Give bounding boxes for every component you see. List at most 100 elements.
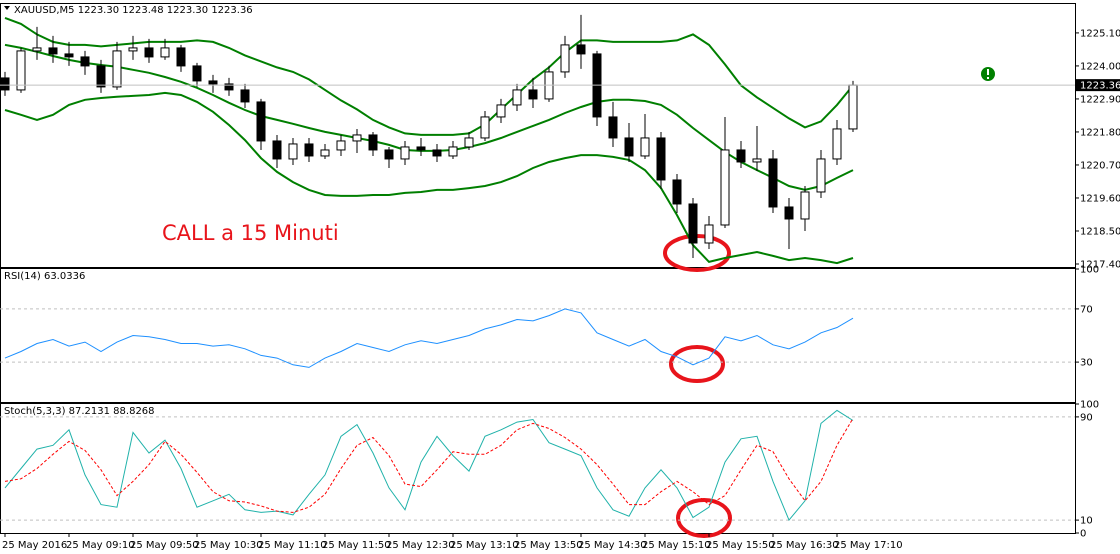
- x-tick-label: 25 May 15:50: [706, 540, 775, 551]
- y-tick-label: 30: [1080, 358, 1093, 369]
- panel-title: XAUUSD,M5 1223.30 1223.48 1223.30 1223.3…: [14, 5, 253, 16]
- band-lower: [4, 91, 854, 265]
- candle-body: [720, 149, 730, 226]
- signal-line: [4, 418, 854, 513]
- y-tick-label: 0: [1080, 529, 1086, 540]
- candle-body: [336, 140, 346, 151]
- candle-body: [704, 224, 714, 244]
- candle-body: [272, 140, 282, 160]
- candle-body: [672, 179, 682, 205]
- candle-body: [816, 158, 826, 193]
- y-tick-label: 100: [1080, 265, 1099, 276]
- band-upper: [4, 16, 854, 136]
- candle-body: [144, 47, 154, 58]
- signal-icon: [981, 67, 995, 81]
- candle-body: [752, 158, 762, 163]
- candle-body: [112, 50, 122, 88]
- x-tick-label: 25 May 09:10: [66, 540, 135, 551]
- candle-body: [464, 137, 474, 148]
- y-tick-label: 1219.60: [1080, 193, 1120, 204]
- rsi-line: [4, 308, 854, 368]
- y-tick-label: 90: [1080, 412, 1093, 423]
- candle-body: [640, 137, 650, 157]
- icon-bar: [987, 69, 989, 75]
- candle-body: [768, 158, 778, 208]
- x-tick-label: 25 May 10:30: [194, 540, 263, 551]
- candle-body: [832, 128, 842, 160]
- candle-body: [560, 44, 570, 73]
- x-tick-label: 25 May 09:50: [130, 540, 199, 551]
- candle-body: [688, 203, 698, 244]
- candle-body: [208, 80, 218, 85]
- candle-body: [16, 50, 26, 91]
- x-tick-label: 25 May 2016: [2, 540, 67, 551]
- candle-body: [128, 47, 138, 52]
- y-tick-label: 1220.70: [1080, 160, 1120, 171]
- collapse-icon: [4, 6, 10, 10]
- y-tick-label: 1222.90: [1080, 94, 1120, 105]
- x-tick-label: 25 May 12:30: [386, 540, 455, 551]
- candle-body: [240, 89, 250, 103]
- highlight-ellipse: [669, 345, 725, 383]
- candle-body: [32, 47, 42, 52]
- panel-title: Stoch(5,3,3) 87.2131 88.8268: [4, 406, 155, 417]
- y-tick-label: 70: [1080, 304, 1093, 315]
- highlight-ellipse: [676, 498, 732, 538]
- candle-body: [848, 84, 858, 130]
- candle-body: [368, 134, 378, 151]
- y-tick-label: 1224.00: [1080, 61, 1120, 72]
- candle-body: [480, 116, 490, 139]
- icon-dot: [987, 77, 989, 79]
- candle-body: [160, 47, 170, 58]
- band-middle: [4, 43, 854, 191]
- current-price-box: [1076, 79, 1120, 92]
- candle-body: [784, 206, 794, 220]
- x-tick-label: 25 May 14:30: [578, 540, 647, 551]
- candle-body: [528, 89, 538, 100]
- candle-body: [800, 191, 810, 220]
- panel-title: RSI(14) 63.0336: [4, 271, 85, 282]
- candle-body: [432, 149, 442, 157]
- candle-body: [256, 101, 266, 142]
- annotation: CALL a 15 Minuti: [162, 221, 339, 245]
- stoch-panel-frame: [0, 403, 1076, 534]
- price-panel-frame: [0, 3, 1076, 268]
- candle-body: [80, 56, 90, 67]
- y-tick-label: 1221.80: [1080, 127, 1120, 138]
- y-tick-label: 100: [1080, 400, 1099, 411]
- current-price-label: 1223.36: [1080, 81, 1120, 92]
- y-tick-label: 1218.50: [1080, 226, 1120, 237]
- x-tick-label: 25 May 15:10: [642, 540, 711, 551]
- candle-body: [96, 65, 106, 88]
- x-tick-label: 25 May 17:10: [834, 540, 903, 551]
- y-tick-label: 10: [1080, 516, 1093, 527]
- candle-body: [384, 149, 394, 160]
- candle-body: [288, 143, 298, 160]
- candle-body: [624, 137, 634, 157]
- y-tick-label: 1217.40: [1080, 259, 1120, 270]
- candle-body: [400, 146, 410, 160]
- candle-body: [48, 47, 58, 55]
- candle-body: [304, 143, 314, 157]
- x-tick-label: 25 May 11:10: [258, 540, 327, 551]
- candle-body: [576, 44, 586, 55]
- candle-body: [176, 47, 186, 67]
- candle-body: [608, 116, 618, 139]
- candle-body: [496, 104, 506, 118]
- x-tick-label: 25 May 13:50: [514, 540, 583, 551]
- candle-body: [512, 89, 522, 106]
- x-tick-label: 25 May 13:10: [450, 540, 519, 551]
- y-tick-label: 1225.10: [1080, 28, 1120, 39]
- rsi-panel-frame: [0, 268, 1076, 403]
- candle-body: [448, 146, 458, 157]
- candle-body: [192, 65, 202, 82]
- candle-body: [224, 83, 234, 91]
- x-tick-label: 25 May 11:50: [322, 540, 391, 551]
- candle-body: [352, 134, 362, 142]
- candle-body: [736, 149, 746, 163]
- candle-body: [0, 77, 10, 91]
- x-tick-label: 25 May 16:30: [770, 540, 839, 551]
